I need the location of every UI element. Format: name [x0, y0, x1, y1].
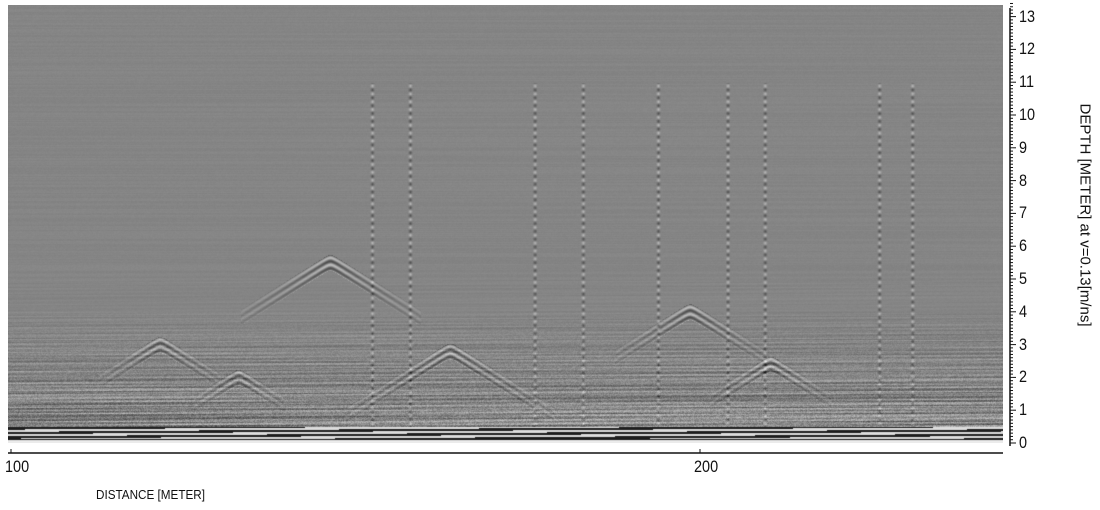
y-tick-label: 7 — [1019, 203, 1028, 223]
y-axis-label: DEPTH [METER] at v=0.13[m/ns] — [1076, 103, 1094, 327]
y-tick-label: 13 — [1019, 6, 1036, 26]
y-tick-label: 12 — [1019, 39, 1036, 59]
y-tick-label: 1 — [1019, 400, 1028, 420]
y-tick-label: 9 — [1019, 137, 1028, 157]
y-tick-label: 11 — [1019, 72, 1035, 92]
y-tick-label: 10 — [1019, 105, 1036, 124]
y-tick-label: 5 — [1019, 269, 1028, 288]
y-tick-label: 3 — [1019, 334, 1028, 354]
x-tick-label: 100 — [5, 457, 30, 476]
y-tick-label: 0 — [1019, 433, 1028, 452]
y-tick-label: 8 — [1019, 170, 1028, 190]
radargram-image — [8, 5, 1003, 443]
y-tick-label: 4 — [1019, 301, 1028, 321]
y-tick-label: 6 — [1019, 236, 1028, 256]
x-axis-label: DISTANCE [METER] — [96, 487, 205, 502]
y-tick-label: 2 — [1019, 367, 1028, 387]
x-tick-label: 200 — [694, 457, 719, 476]
